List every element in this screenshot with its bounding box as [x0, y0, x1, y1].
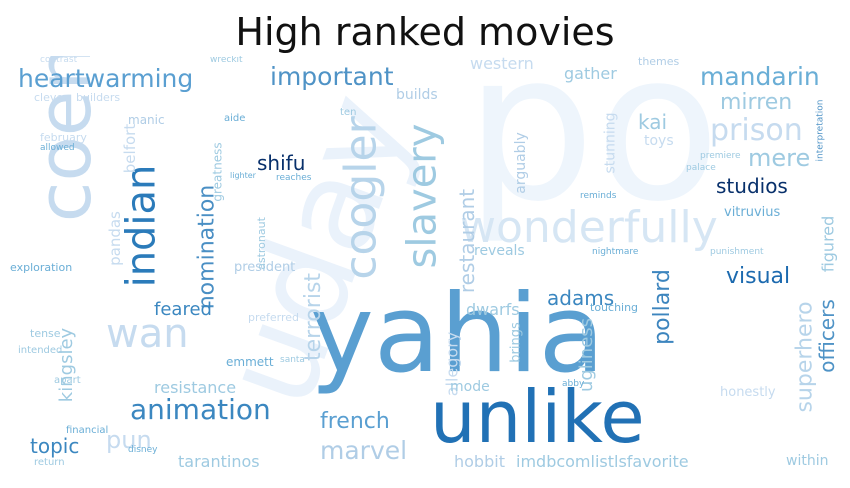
word-reveals: reveals — [474, 243, 525, 259]
word-intended: intended — [18, 345, 63, 356]
word-pollard: pollard — [649, 269, 675, 345]
word-arguably: arguably — [512, 132, 529, 194]
word-mode: mode — [450, 379, 490, 395]
word-touching: touching — [590, 301, 639, 314]
word-shifu: shifu — [257, 151, 306, 175]
word-french: french — [320, 409, 390, 434]
word-astronaut: astronaut — [254, 217, 268, 270]
word-wonderfully: wonderfully — [460, 202, 718, 253]
word-dwarfs: dwarfs — [466, 300, 520, 319]
word-nightmare: nightmare — [592, 247, 639, 257]
word-manic: manic — [128, 113, 165, 127]
word-within: within — [786, 453, 829, 469]
word-visual: visual — [726, 264, 791, 289]
word-apart: apart — [54, 375, 81, 386]
word-lighter: lighter — [230, 171, 256, 180]
word-mirren: mirren — [720, 90, 793, 115]
word-abby: abby — [562, 379, 585, 389]
word-toys: toys — [644, 133, 674, 149]
word-february: february — [40, 131, 87, 144]
word-vitruvius: vitruvius — [724, 205, 781, 220]
word-interpretation: interpretation — [815, 99, 826, 162]
word-reaches: reaches — [276, 173, 312, 183]
word-builds: builds — [396, 87, 438, 103]
word-palace: palace — [686, 163, 716, 173]
word-president: president — [234, 260, 296, 275]
word-punishment: punishment — [710, 247, 764, 257]
word-builders: builders — [76, 91, 121, 104]
word-po: po — [465, 56, 721, 247]
word-kai: kai — [638, 110, 668, 134]
word-gather: gather — [564, 64, 617, 83]
word-mere: mere — [748, 144, 811, 172]
word-topic: topic — [30, 434, 80, 458]
word-pandas: pandas — [105, 211, 124, 266]
chart-title: High ranked movies — [235, 10, 615, 54]
word-adams: adams — [547, 286, 615, 310]
word-ten: ten — [340, 107, 357, 118]
word-disney: disney — [128, 445, 158, 455]
word-honestly: honestly — [720, 385, 776, 400]
word-mandarin: mandarin — [700, 62, 820, 91]
word-allowed: allowed — [40, 143, 75, 153]
word-premiere: premiere — [700, 151, 741, 161]
word-stunning: stunning — [602, 112, 619, 174]
word-financial: financial — [66, 425, 109, 436]
word-santa: santa — [280, 355, 305, 365]
word-emmett: emmett — [226, 355, 274, 369]
word-return: return — [34, 457, 65, 468]
word-restaurant: restaurant — [455, 188, 480, 294]
word-belfort: belfort — [121, 123, 140, 174]
word-pun: pun — [106, 426, 152, 454]
word-western: western — [470, 56, 534, 73]
word-important: important — [270, 62, 394, 91]
word-unlike: unlike — [430, 375, 645, 459]
word-contrast: contrast — [40, 56, 78, 65]
word-tarantinos: tarantinos — [178, 452, 260, 471]
word-themes: themes — [638, 56, 680, 68]
word-feared: feared — [154, 299, 212, 320]
word-wreckit: wreckit — [210, 56, 243, 65]
word-terrorist: terrorist — [301, 272, 327, 362]
word-tense: tense — [30, 327, 61, 340]
word-coogler: coogler — [335, 116, 387, 280]
word-indian: indian — [118, 164, 165, 288]
word-aide: aide — [224, 113, 246, 124]
word-resistance: resistance — [154, 378, 237, 397]
word-superhero: superhero — [792, 301, 818, 413]
word-figured: figured — [818, 215, 838, 273]
word-greatness: greatness — [210, 142, 225, 202]
word-animation: animation — [130, 393, 271, 426]
word-brings: brings — [508, 322, 524, 363]
word-exploration: exploration — [10, 261, 73, 274]
word-clever: clever — [34, 91, 68, 104]
word-officers: officers — [814, 299, 839, 373]
word-preferred: preferred — [248, 311, 300, 324]
word-imdbcomlistlsfavorite: imdbcomlistlsfavorite — [516, 452, 689, 471]
word-nomination: nomination — [194, 184, 220, 310]
word-reminds: reminds — [580, 191, 617, 201]
word-slavery: slavery — [399, 123, 446, 269]
word-yahia: yahia — [310, 272, 605, 397]
word-marvel: marvel — [320, 436, 408, 465]
word-cloud: po coen uday yahia unlike wonderfully sl… — [10, 56, 840, 474]
word-wan: wan — [106, 311, 189, 357]
word-heartwarming: heartwarming — [18, 64, 194, 93]
word-prison: prison — [710, 113, 803, 148]
word-studios: studios — [716, 174, 788, 198]
word-hobbit: hobbit — [454, 452, 505, 471]
